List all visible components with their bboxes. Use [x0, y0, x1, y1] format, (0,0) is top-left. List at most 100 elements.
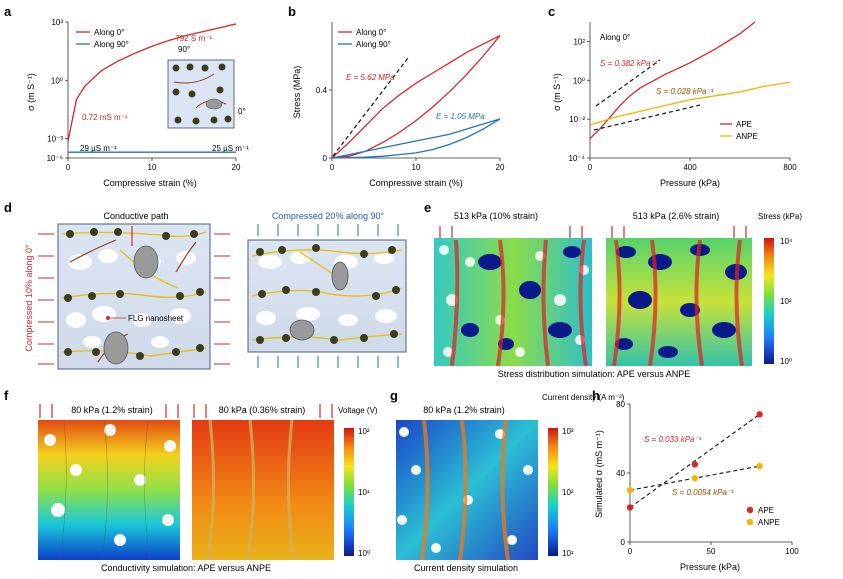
c-xlabel: Pressure (kPa) — [660, 178, 720, 188]
c-series-line-1 — [589, 81, 791, 126]
h-ytick-label: 0 — [621, 538, 626, 547]
d-red-arrows — [38, 233, 230, 365]
b-series — [331, 35, 501, 159]
a-xtick-label: 20 — [232, 163, 241, 172]
a-annot-3: 25 µS m⁻¹ — [212, 144, 249, 153]
panel-label-d: d — [4, 200, 12, 215]
panel-b: b 0 10 20 0 0.4 Compressive strain (%) Stres… — [288, 4, 505, 188]
g-colorbar-title: Current density (A m⁻²) — [542, 393, 625, 402]
h-point-1-2 — [756, 462, 763, 470]
b-ticks: 0 10 20 0 0.4 — [316, 86, 505, 172]
h-ticks: 0 50 100 80 40 0 — [616, 400, 799, 556]
h-xtick-label: 50 — [707, 547, 716, 556]
b-annot-1: E = 1.05 MPa — [436, 112, 485, 121]
panel-label-e: e — [424, 200, 431, 215]
a-inset-label-0: 90° — [178, 45, 190, 54]
c-ytick-label: 10⁻² — [569, 115, 585, 124]
panel-label-g: g — [390, 388, 398, 403]
panel-e: e 513 kPa (10% strain) 513 kPa (2.6% str… — [424, 200, 802, 379]
a-ytick-label: 10⁻⁶ — [47, 154, 63, 163]
e-caption: Stress distribution simulation: APE vers… — [498, 369, 691, 379]
h-point-0-2 — [756, 411, 763, 418]
a-xtick-label: 0 — [66, 163, 71, 172]
h-series — [626, 411, 763, 511]
a-annot-2: 29 µS m⁻¹ — [80, 144, 117, 153]
h-legend-1: ANPE — [758, 518, 780, 527]
c-ytick-label: 10⁻⁴ — [568, 154, 585, 163]
g-cbar-tick-1: 10² — [562, 488, 574, 497]
f-right-title: 80 kPa (0.36% strain) — [219, 405, 306, 415]
b-ylabel: Stress (MPa) — [292, 66, 302, 119]
f-left-map — [38, 420, 180, 560]
panel-h: h 0 50 100 80 40 0 Pressure (kPa) Simulated σ… — [592, 388, 799, 572]
panel-a: a 0 10 20 10³ 10⁰ 10⁻³ 10⁻⁶ Compressive strain… — [4, 4, 249, 188]
e-colorbar — [764, 238, 774, 364]
a-legend-1: Along 90° — [94, 40, 129, 49]
panel-label-a: a — [4, 4, 12, 19]
c-xtick-label: 0 — [588, 163, 593, 172]
a-xlabel: Compressive strain (%) — [103, 178, 197, 188]
a-annot-0: 792 S m⁻¹ — [175, 34, 212, 43]
h-ytick-label: 80 — [616, 400, 625, 409]
h-point-0-1 — [691, 461, 698, 468]
c-xtick-label: 400 — [683, 163, 697, 172]
a-ytick-label: 10⁻³ — [47, 135, 63, 144]
d-title-right: Compressed 20% along 90° — [272, 211, 385, 221]
panel-label-c: c — [548, 4, 555, 19]
a-series — [67, 23, 237, 153]
g-cbar-tick-2: 10¹ — [562, 549, 574, 558]
h-xlabel: Pressure (kPa) — [680, 562, 740, 572]
e-colorbar-title: Stress (kPa) — [758, 212, 802, 221]
b-xlabel: Compressive strain (%) — [369, 178, 463, 188]
b-ytick-label: 0.4 — [316, 86, 328, 95]
g-caption: Current density simulation — [414, 563, 518, 573]
e-cbar-tick-2: 10⁰ — [780, 357, 792, 366]
e-cbar-tick-0: 10⁴ — [780, 237, 793, 246]
h-point-1-1 — [691, 474, 698, 482]
c-legend-1: ANPE — [736, 132, 758, 141]
b-legend-1: Along 90° — [356, 40, 391, 49]
e-cbar-tick-1: 10² — [780, 297, 792, 306]
c-xtick-label: 800 — [783, 163, 797, 172]
panel-label-f: f — [4, 388, 9, 403]
f-cbar-tick-2: 10⁰ — [358, 549, 370, 558]
h-point-0-0 — [626, 504, 634, 511]
a-annot-1: 0.72 mS m⁻¹ — [82, 113, 128, 122]
panel-label-b: b — [288, 4, 296, 19]
a-ticks: 0 10 20 10³ 10⁰ 10⁻³ 10⁻⁶ — [47, 18, 241, 172]
d-title-left: Conductive path — [103, 211, 168, 221]
d-nanosheet-label: FLG nanosheet — [128, 314, 184, 323]
h-xtick-label: 0 — [628, 547, 633, 556]
d-side-label: Compressed 10% along 0° — [24, 244, 34, 352]
d-blue-arrows — [257, 224, 399, 368]
h-annot-0: S = 0.033 kPa⁻¹ — [644, 435, 702, 444]
c-annot-0: S = 0.382 kPa⁻¹ — [600, 59, 658, 68]
panel-g: g 80 kPa (1.2% strain) Current density s… — [390, 388, 625, 573]
h-point-1-0 — [626, 487, 634, 494]
b-xtick-label: 0 — [330, 163, 335, 172]
a-ylabel: σ (m S⁻¹) — [26, 73, 36, 111]
f-colorbar — [344, 428, 354, 556]
h-xtick-label: 100 — [785, 547, 799, 556]
b-xtick-label: 20 — [496, 163, 505, 172]
c-ytick-label: 10⁰ — [573, 76, 585, 85]
c-ylabel: σ (m S⁻¹) — [552, 73, 562, 111]
f-arrows — [39, 404, 333, 418]
h-fit-line-0 — [629, 413, 760, 508]
b-xtick-label: 10 — [412, 163, 421, 172]
c-fit-line-0 — [595, 59, 661, 107]
a-series-line-0 — [67, 23, 237, 142]
c-ytick-label: 10² — [573, 37, 585, 46]
e-right-title: 513 kPa (2.6% strain) — [633, 211, 720, 221]
h-ylabel: Simulated σ (mS m⁻¹) — [594, 430, 604, 518]
g-colorbar — [548, 428, 558, 556]
panel-f: f 80 kPa (1.2% strain) 80 kPa (0.36% str… — [4, 388, 378, 573]
b-legend-0: Along 0° — [356, 28, 386, 37]
panel-c: c 0 400 800 10² 10⁰ 10⁻² 10⁻⁴ Pressure (kPa) σ… — [548, 4, 797, 188]
f-cbar-tick-0: 10² — [358, 427, 370, 436]
a-ytick-label: 10⁰ — [51, 76, 63, 85]
h-legend-marker-1 — [746, 518, 754, 526]
c-legend-0: APE — [736, 120, 752, 129]
panel-label-h: h — [592, 388, 600, 403]
f-caption: Conductivity simulation: APE versus ANPE — [101, 563, 271, 573]
